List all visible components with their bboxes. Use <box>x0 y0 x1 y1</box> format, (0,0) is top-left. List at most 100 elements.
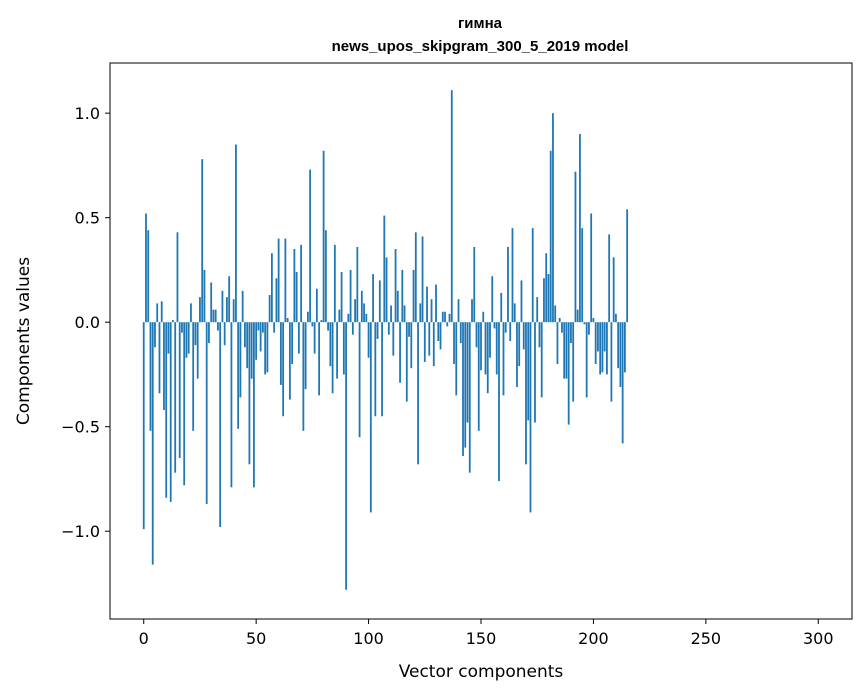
bar <box>574 171 577 323</box>
chart-title-line2: news_upos_skipgram_300_5_2019 model <box>332 38 629 55</box>
bar <box>340 272 343 323</box>
bar <box>513 303 516 323</box>
bar <box>457 299 460 323</box>
bar <box>356 246 359 323</box>
bar <box>464 322 467 448</box>
bar <box>563 322 566 379</box>
x-tick-label: 250 <box>691 629 722 648</box>
bar <box>219 322 222 528</box>
bar <box>448 313 451 323</box>
bar <box>484 322 487 375</box>
bar <box>174 322 177 473</box>
bar <box>543 278 545 323</box>
bar <box>327 322 330 331</box>
bar <box>311 322 314 327</box>
bar <box>331 322 334 394</box>
bar <box>288 322 291 400</box>
bar <box>525 322 527 465</box>
bar <box>376 322 379 339</box>
bar <box>239 322 242 398</box>
bar <box>615 313 617 323</box>
bar <box>417 322 419 465</box>
bar <box>486 322 489 394</box>
bar <box>318 322 321 396</box>
bar <box>291 322 294 364</box>
bar <box>414 232 417 323</box>
x-tick-label: 0 <box>139 629 149 648</box>
bar <box>475 322 478 348</box>
bar <box>293 249 296 323</box>
y-tick-label: 0.5 <box>75 209 100 228</box>
bar <box>226 297 228 323</box>
chart-title-line1: гимна <box>458 15 503 32</box>
bar <box>221 290 224 323</box>
bar <box>223 322 226 346</box>
bar <box>151 322 154 565</box>
bar <box>228 276 231 323</box>
bar <box>624 322 626 373</box>
bar <box>176 232 179 323</box>
bar <box>498 322 500 482</box>
bar <box>208 322 210 344</box>
bar <box>342 322 345 375</box>
bar <box>531 228 534 323</box>
bar <box>145 213 147 323</box>
bar <box>612 257 615 323</box>
bar <box>493 322 496 329</box>
bar <box>246 322 249 369</box>
bar <box>230 322 233 488</box>
bar <box>558 318 561 323</box>
bar <box>453 322 455 364</box>
bar <box>306 311 309 323</box>
bar <box>187 322 190 354</box>
bar <box>471 299 473 323</box>
bar <box>347 313 350 323</box>
bar <box>576 309 579 323</box>
x-tick-label: 100 <box>353 629 384 648</box>
bar <box>154 322 156 348</box>
bar <box>626 209 629 323</box>
bar <box>446 322 449 327</box>
bar <box>333 244 336 323</box>
bar <box>253 322 255 488</box>
bar <box>399 322 401 383</box>
bar <box>320 320 323 323</box>
y-axis-ticks: −1.0 −0.5 0.0 0.5 1.0 <box>61 104 110 541</box>
bar <box>365 313 368 323</box>
bar <box>358 322 361 438</box>
bar <box>178 322 181 459</box>
y-tick-label: 0.0 <box>75 313 100 332</box>
bar <box>545 253 548 323</box>
bar <box>507 246 509 323</box>
bar <box>149 322 152 431</box>
bar <box>597 322 599 352</box>
bar <box>606 322 608 375</box>
bar <box>588 322 590 335</box>
bar <box>592 318 595 323</box>
bar <box>547 274 550 323</box>
bar <box>250 322 253 379</box>
bar <box>304 322 307 390</box>
bar <box>354 299 356 323</box>
bar-series <box>142 90 629 590</box>
bar <box>509 322 512 341</box>
bar <box>387 322 390 335</box>
bar <box>336 322 338 379</box>
bar <box>455 322 458 396</box>
bar <box>579 134 581 323</box>
bar <box>275 278 278 323</box>
bar <box>556 322 559 364</box>
bar <box>322 150 325 323</box>
bar <box>367 322 370 358</box>
bar <box>259 322 262 352</box>
bar <box>466 322 469 423</box>
bar <box>570 322 572 344</box>
bar <box>181 322 183 333</box>
bar <box>608 234 611 323</box>
bar <box>441 311 444 323</box>
bar <box>516 322 518 387</box>
bar <box>203 269 206 323</box>
bar <box>495 322 498 375</box>
bar <box>621 322 624 444</box>
